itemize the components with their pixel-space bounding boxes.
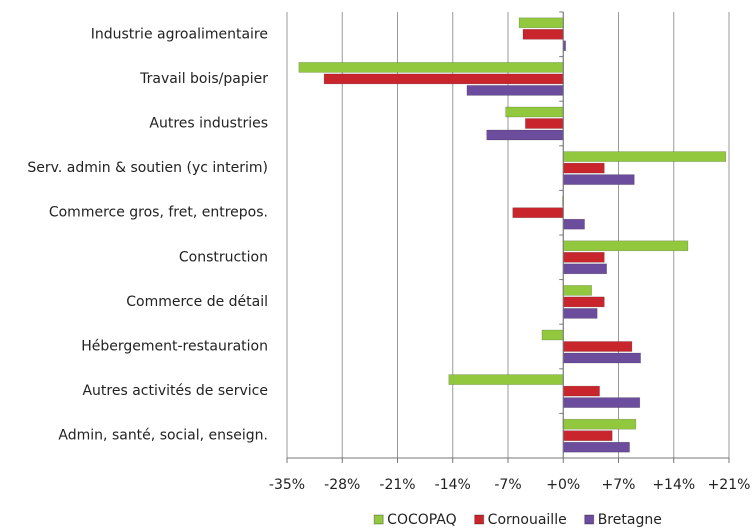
bar: [448, 374, 564, 385]
x-tick-label: -28%: [324, 477, 360, 493]
bar: [562, 430, 613, 442]
bar: [562, 263, 607, 275]
x-tick-label: +0%: [546, 477, 580, 493]
y-tick-label: Travail bois/papier: [139, 71, 268, 87]
bar: [512, 207, 564, 218]
y-tick-label: Commerce de détail: [126, 294, 268, 310]
y-tick-label: Autres industries: [149, 116, 268, 132]
bar: [562, 162, 605, 174]
bar: [541, 329, 564, 341]
legend-swatch: [474, 514, 485, 525]
bar: [562, 441, 630, 453]
y-tick-label: Autres activités de service: [82, 383, 268, 399]
bar: [522, 28, 564, 40]
x-tick-label: -7%: [494, 477, 521, 493]
x-tick-label: +21%: [708, 477, 751, 493]
bar: [505, 106, 564, 118]
y-tick-label: Hébergement-restauration: [81, 339, 268, 355]
x-tick-label: +14%: [652, 477, 695, 493]
bar: [525, 118, 564, 129]
bar: [562, 341, 633, 352]
legend-label: Cornouaille: [488, 512, 567, 528]
x-tick-label: +7%: [602, 477, 636, 493]
bar: [323, 73, 564, 85]
bar: [562, 285, 592, 296]
legend-label: Bretagne: [598, 512, 662, 528]
bar: [562, 151, 727, 162]
bar: [562, 174, 635, 185]
bar: [518, 17, 564, 29]
y-tick-label: Industrie agroalimentaire: [91, 26, 268, 42]
y-tick-label: Construction: [179, 249, 268, 265]
bar: [562, 385, 600, 397]
y-tick-label: Serv. admin & soutien (yc interim): [27, 160, 268, 176]
bar: [562, 352, 641, 364]
legend-label: COCOPAQ: [387, 512, 457, 528]
y-tick-label: Admin, santé, social, enseign.: [58, 428, 268, 444]
bar: [562, 240, 689, 252]
bar: [562, 308, 598, 319]
bar: [486, 129, 564, 141]
bar: [562, 397, 641, 408]
legend-swatch: [373, 514, 384, 525]
x-tick-label: -14%: [435, 477, 471, 493]
y-tick-label: Commerce gros, fret, entrepos.: [49, 205, 268, 221]
bar: [298, 62, 564, 73]
bar: [562, 418, 637, 430]
bar: [562, 296, 605, 308]
x-tick-label: -35%: [269, 477, 305, 493]
bar: [466, 85, 564, 96]
x-tick-label: -21%: [379, 477, 415, 493]
bar: [562, 218, 585, 230]
legend-swatch: [584, 514, 595, 525]
bar: [562, 252, 605, 263]
